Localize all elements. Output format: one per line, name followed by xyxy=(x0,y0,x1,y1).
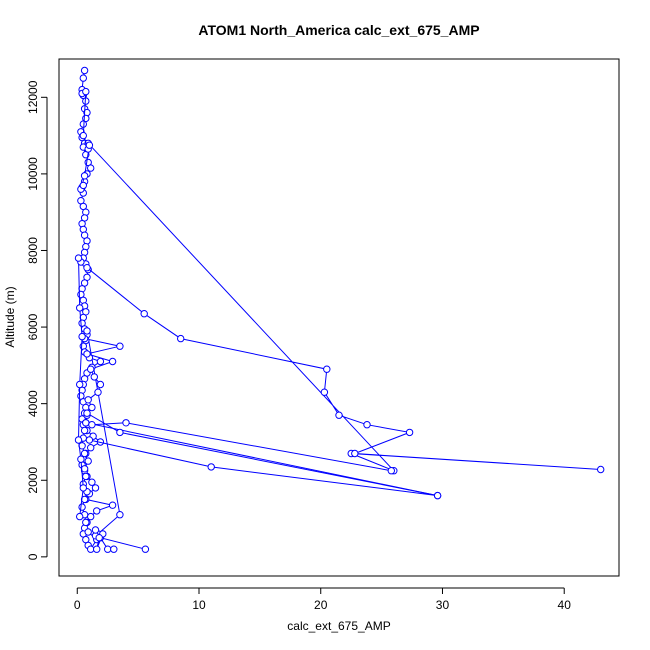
y-tick-label: 2000 xyxy=(26,467,40,494)
data-point xyxy=(104,545,112,553)
data-point xyxy=(363,421,371,429)
data-point xyxy=(116,342,124,350)
y-tick-label: 12000 xyxy=(26,80,40,114)
y-axis: 0 2000 4000 6000 8000 10000 12000 xyxy=(26,80,48,560)
data-point xyxy=(351,449,359,458)
data-point xyxy=(85,141,94,149)
data-point xyxy=(79,74,88,82)
x-tick-label: 0 xyxy=(74,598,81,612)
data-point xyxy=(88,478,96,486)
y-tick-label: 8000 xyxy=(26,237,40,264)
data-point xyxy=(93,545,101,553)
y-tick-label: 0 xyxy=(26,553,40,560)
data-point xyxy=(387,467,395,475)
data-point xyxy=(87,545,95,553)
data-point xyxy=(116,428,124,437)
data-point xyxy=(79,120,88,128)
data-point xyxy=(177,334,185,343)
plot-frame xyxy=(58,58,620,577)
chart-title: ATOM1 North_America calc_ext_675_AMP xyxy=(198,22,479,38)
data-point xyxy=(87,164,95,172)
data-point xyxy=(77,455,85,463)
data-point xyxy=(83,350,91,358)
data-point xyxy=(94,388,102,396)
data-point xyxy=(83,409,91,417)
data-point xyxy=(83,327,91,335)
data-point xyxy=(79,181,88,190)
data-point xyxy=(405,428,414,437)
data-point xyxy=(108,501,117,509)
data-point xyxy=(80,172,89,180)
data-point xyxy=(433,491,442,500)
data-point xyxy=(96,357,105,366)
data-point xyxy=(80,426,89,435)
data-point xyxy=(82,419,90,427)
data-point xyxy=(96,380,105,389)
data-point xyxy=(78,332,86,341)
data-point xyxy=(87,512,95,521)
data-point xyxy=(90,373,99,381)
data-point xyxy=(74,254,83,262)
data-point xyxy=(87,365,95,373)
data-point xyxy=(82,518,90,527)
data-point xyxy=(79,131,88,140)
data-point xyxy=(116,511,124,519)
data-point xyxy=(597,465,605,474)
x-tick-label: 20 xyxy=(314,598,328,612)
data-point xyxy=(122,419,130,427)
data-point xyxy=(141,545,150,553)
data-point xyxy=(91,526,100,534)
y-tick-label: 4000 xyxy=(26,390,40,417)
data-point xyxy=(88,421,96,429)
data-point xyxy=(80,66,89,75)
y-axis-label: Altitude (m) xyxy=(3,286,17,347)
data-point xyxy=(95,534,103,542)
data-point xyxy=(88,403,96,412)
data-point xyxy=(76,512,84,521)
data-point xyxy=(82,87,90,96)
x-tick-label: 10 xyxy=(192,598,206,612)
data-point xyxy=(93,507,101,515)
series-line-3 xyxy=(85,422,438,497)
data-point xyxy=(76,304,84,312)
data-point xyxy=(84,396,92,404)
data-point xyxy=(87,444,95,452)
data-point xyxy=(79,484,88,492)
data-point xyxy=(80,449,89,458)
x-tick-label: 30 xyxy=(436,598,450,612)
data-point xyxy=(207,463,215,471)
x-tick-label: 40 xyxy=(558,598,572,612)
data-point xyxy=(76,380,84,389)
data-point xyxy=(140,310,148,318)
data-point xyxy=(320,388,329,396)
data-point xyxy=(85,436,94,444)
data-point xyxy=(78,503,86,511)
plot-area xyxy=(74,66,605,553)
data-point xyxy=(91,484,100,492)
y-tick-label: 6000 xyxy=(26,313,40,340)
data-point xyxy=(335,411,343,419)
data-point xyxy=(82,472,90,481)
data-point xyxy=(323,365,331,373)
data-point xyxy=(83,264,91,272)
data-point xyxy=(83,237,91,245)
data-point xyxy=(108,357,117,366)
x-axis-label: calc_ext_675_AMP xyxy=(287,619,390,633)
y-tick-label: 10000 xyxy=(26,157,40,191)
x-axis: 0 10 20 30 40 xyxy=(74,587,572,612)
data-point xyxy=(84,528,92,536)
data-point xyxy=(110,545,118,553)
data-point xyxy=(74,436,83,444)
data-point xyxy=(84,457,92,465)
